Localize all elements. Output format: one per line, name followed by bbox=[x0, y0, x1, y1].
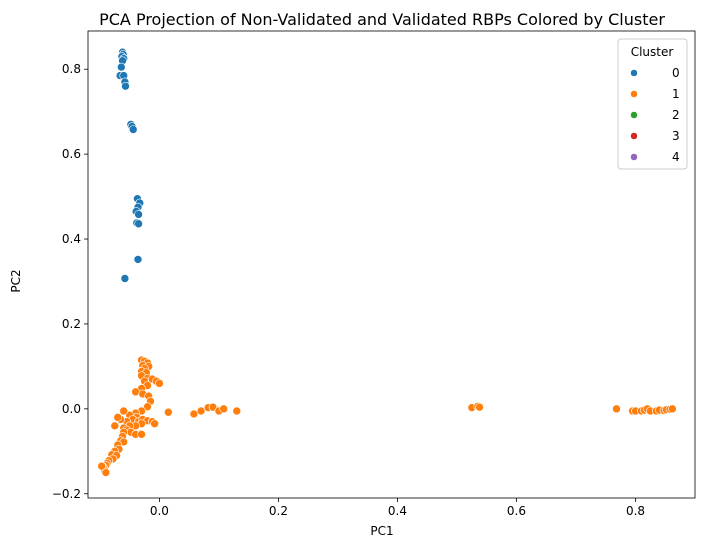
data-point-cluster-0 bbox=[134, 210, 143, 219]
data-point-cluster-1 bbox=[196, 406, 206, 416]
data-point-cluster-1 bbox=[164, 407, 173, 417]
data-point-cluster-1 bbox=[143, 402, 152, 412]
y-tick-label: 0.0 bbox=[62, 402, 81, 416]
data-point-cluster-0 bbox=[128, 125, 138, 134]
x-tick-label: 0.0 bbox=[150, 504, 169, 518]
data-point-cluster-1 bbox=[189, 409, 199, 419]
y-tick-label: 0.8 bbox=[62, 62, 81, 76]
data-point-cluster-1 bbox=[668, 404, 677, 414]
data-point-cluster-0 bbox=[120, 274, 130, 283]
x-tick-label: 0.8 bbox=[626, 504, 645, 518]
legend: Cluster 0 1 2 3 4 bbox=[617, 38, 688, 170]
x-axis-label: PC1 bbox=[370, 524, 393, 538]
data-point-cluster-1 bbox=[97, 461, 106, 471]
legend-label: 1 bbox=[672, 87, 680, 101]
x-tick-label: 0.2 bbox=[269, 504, 288, 518]
data-point-cluster-1 bbox=[113, 413, 123, 422]
data-point-cluster-1 bbox=[137, 430, 146, 439]
legend-label: 0 bbox=[672, 66, 680, 80]
legend-marker bbox=[630, 153, 638, 161]
y-axis-ticks: −0.2 0.0 0.2 0.4 0.6 0.8 bbox=[52, 62, 88, 501]
y-axis-label: PC2 bbox=[9, 269, 23, 292]
legend-title: Cluster bbox=[631, 45, 674, 59]
x-tick-label: 0.4 bbox=[388, 504, 407, 518]
data-point-cluster-1 bbox=[150, 419, 159, 429]
y-tick-label: 0.6 bbox=[62, 147, 81, 161]
legend-marker bbox=[630, 90, 638, 98]
data-point-cluster-0 bbox=[117, 62, 126, 72]
plot-area-frame bbox=[87, 30, 696, 499]
x-axis-ticks: 0.0 0.2 0.4 0.6 0.8 bbox=[150, 498, 645, 518]
y-tick-label: −0.2 bbox=[52, 487, 81, 501]
data-point-cluster-1 bbox=[612, 404, 621, 414]
data-point-cluster-1 bbox=[232, 406, 242, 416]
data-point-cluster-1 bbox=[131, 387, 140, 397]
legend-label: 2 bbox=[672, 108, 680, 122]
legend-label: 3 bbox=[672, 129, 680, 143]
legend-entries: 0 1 2 3 4 bbox=[630, 66, 680, 164]
y-tick-label: 0.2 bbox=[62, 317, 81, 331]
data-point-cluster-1 bbox=[101, 468, 111, 477]
data-point-cluster-1 bbox=[219, 404, 228, 414]
data-point-cluster-0 bbox=[134, 219, 143, 229]
y-tick-label: 0.4 bbox=[62, 232, 81, 246]
data-point-cluster-1 bbox=[475, 402, 484, 412]
chart-title: PCA Projection of Non-Validated and Vali… bbox=[99, 10, 665, 29]
x-tick-label: 0.6 bbox=[507, 504, 526, 518]
data-point-cluster-0 bbox=[133, 255, 143, 264]
data-point-cluster-1 bbox=[110, 421, 120, 431]
legend-marker bbox=[630, 111, 638, 119]
scatter-points bbox=[97, 47, 677, 477]
data-point-cluster-1 bbox=[155, 379, 164, 388]
data-point-cluster-0 bbox=[121, 81, 130, 91]
legend-marker bbox=[630, 69, 638, 77]
legend-label: 4 bbox=[672, 150, 680, 164]
legend-marker bbox=[630, 132, 638, 140]
data-point-cluster-1 bbox=[119, 406, 129, 416]
